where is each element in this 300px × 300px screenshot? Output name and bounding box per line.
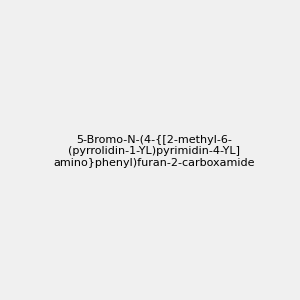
Text: 5-Bromo-N-(4-{[2-methyl-6-
(pyrrolidin-1-YL)pyrimidin-4-YL]
amino}phenyl)furan-2: 5-Bromo-N-(4-{[2-methyl-6- (pyrrolidin-1… — [53, 135, 254, 168]
